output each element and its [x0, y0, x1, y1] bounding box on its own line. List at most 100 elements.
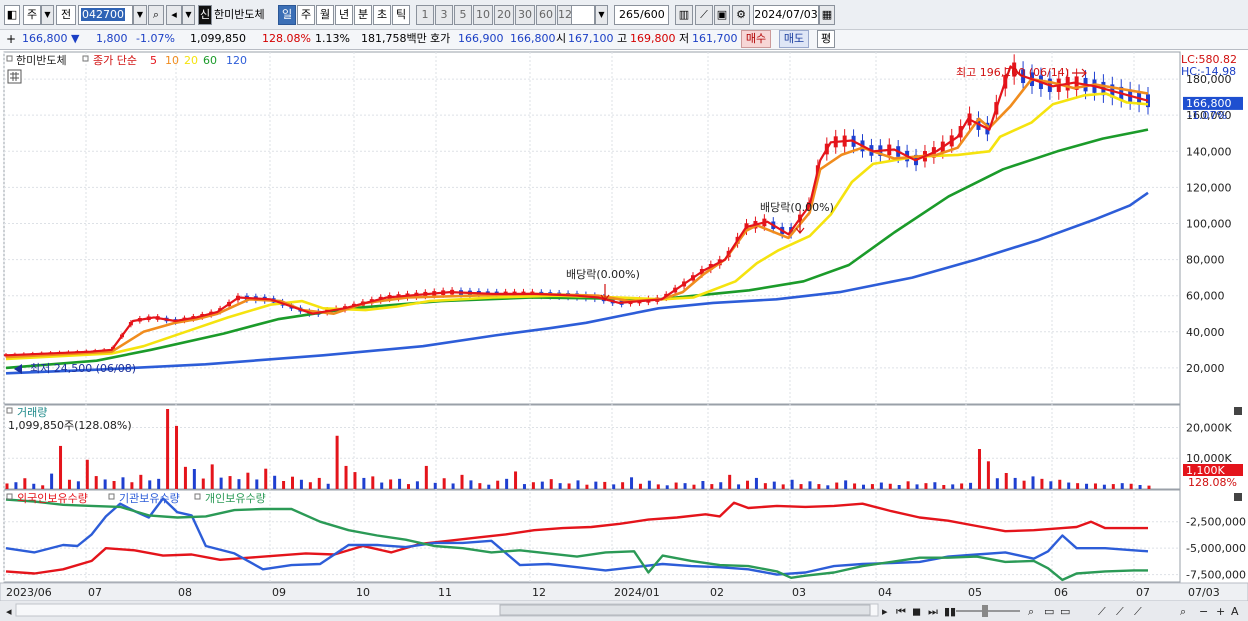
interval-dropdown-icon[interactable]: ▼: [595, 5, 608, 25]
volume-current-tag: 1,100K: [1186, 464, 1225, 477]
volume-bar: [897, 485, 901, 489]
chart-svg[interactable]: 2023/06 07 08 09 10 11 12 2024/01 02 03 04 05 06 07 07…: [0, 50, 1248, 621]
bar-count-field[interactable]: 265/600: [614, 5, 669, 25]
volume-bar: [273, 475, 277, 489]
stock-code-input[interactable]: 042700: [78, 5, 133, 25]
search-icon[interactable]: ⌕: [148, 5, 164, 25]
volume-bar: [540, 481, 544, 489]
price-tick-label: 100,000: [1186, 217, 1232, 230]
interval-button-1[interactable]: 1: [416, 5, 434, 25]
volume-bar: [130, 482, 134, 489]
draw-tool-icon[interactable]: ⟋: [695, 5, 713, 25]
price-tick-label: 80,000: [1186, 254, 1225, 267]
volume-bar: [522, 484, 526, 489]
period-tab-0[interactable]: 일: [278, 5, 296, 25]
volume-bar: [1031, 476, 1035, 489]
x-tick-label: 06: [1054, 586, 1068, 599]
period-tab-2[interactable]: 월: [316, 5, 334, 25]
open-label: 시: [556, 32, 567, 45]
settings-gear-icon[interactable]: ⚙: [732, 5, 750, 25]
buy-button[interactable]: 매수: [741, 30, 771, 48]
volume-bar: [496, 480, 500, 489]
interval-custom-input[interactable]: [571, 5, 595, 25]
volume-bar: [960, 483, 964, 489]
sell-button[interactable]: 매도: [779, 30, 809, 48]
period-tab-3[interactable]: 년: [335, 5, 353, 25]
bottom-toolbar-icon-5: ▮▮: [944, 605, 956, 618]
volume-bar: [1013, 477, 1017, 489]
volume-bar: [192, 469, 196, 489]
volume-bar: [817, 484, 821, 489]
legend-bullet-icon: [6, 493, 13, 500]
date-input[interactable]: 2024/07/03: [753, 5, 819, 25]
volume-bar: [763, 483, 767, 489]
scrollbar-thumb: [499, 604, 871, 616]
volume-value-label: 1,099,850주(128.08%): [8, 419, 132, 432]
period-tab-5[interactable]: 초: [373, 5, 391, 25]
interval-button-5[interactable]: 5: [454, 5, 472, 25]
bar-count-total: /600: [640, 8, 665, 21]
market-select[interactable]: 주: [23, 5, 41, 25]
candle-type-icon[interactable]: ▥: [675, 5, 693, 25]
period-tab-1[interactable]: 주: [297, 5, 315, 25]
save-icon[interactable]: ▣: [714, 5, 730, 25]
price-tick-label: 160,000: [1186, 109, 1232, 122]
stock-code-value: 042700: [81, 8, 125, 21]
volume-bar: [148, 480, 152, 489]
volume-bar: [808, 481, 812, 489]
volume-bar: [299, 479, 303, 489]
volume-bar: [237, 479, 241, 489]
volume-bar: [1004, 473, 1008, 489]
volume-bar: [183, 466, 187, 489]
current-price-box: [1183, 96, 1243, 110]
volume-bar: [1138, 485, 1142, 489]
volume-bar: [67, 479, 71, 489]
speaker-dropdown-icon[interactable]: ▼: [182, 5, 195, 25]
market-dropdown-icon[interactable]: ▼: [41, 5, 54, 25]
x-tick-label: 07: [88, 586, 102, 599]
volume-bar: [487, 484, 491, 489]
holding-series-1: [5, 497, 1149, 576]
volume-bar: [647, 480, 651, 489]
volume-bar: [451, 483, 455, 489]
volume-bar: [558, 483, 562, 489]
volume-bar: [835, 482, 839, 489]
low-price: 161,700: [692, 32, 738, 45]
interval-button-60[interactable]: 60: [536, 5, 556, 25]
calendar-icon[interactable]: ▦: [819, 5, 835, 25]
speaker-icon[interactable]: ◂: [166, 5, 182, 25]
code-dropdown-icon[interactable]: ▼: [133, 5, 147, 25]
ma-legend-period-10: 10: [165, 54, 179, 67]
volume-bar: [790, 479, 794, 489]
volume-bar: [94, 476, 98, 489]
volume-bar: [879, 482, 883, 489]
interval-button-30[interactable]: 30: [515, 5, 535, 25]
prev-button[interactable]: 전: [56, 5, 76, 25]
volume-bar: [308, 482, 312, 489]
interval-button-3[interactable]: 3: [435, 5, 453, 25]
window-menu-icon[interactable]: ◧: [4, 5, 20, 25]
eval-button[interactable]: 평: [817, 30, 835, 48]
current-price: 166,800 ▼: [22, 32, 80, 45]
volume-tick-label: 20,000K: [1186, 421, 1232, 434]
volume-bar: [50, 473, 54, 489]
dividend-arrow-icon-2: [795, 217, 805, 234]
bottom-toolbar-icon-2: ⏮: [896, 605, 906, 618]
volume-bar: [469, 480, 473, 489]
quote-expand-icon[interactable]: +: [6, 32, 17, 46]
price-tick-label: 60,000: [1186, 290, 1225, 303]
hc-label: HC:-14.98: [1181, 65, 1236, 78]
volume-bar: [995, 478, 999, 489]
quote-bar: + 166,800 ▼ 1,800 -1.07% 1,099,850 128.0…: [0, 30, 1248, 50]
interval-button-10[interactable]: 10: [473, 5, 493, 25]
volume-close-icon: [1234, 407, 1242, 415]
volume-bar: [255, 479, 259, 489]
volume-bar: [1049, 481, 1053, 489]
interval-button-20[interactable]: 20: [494, 5, 514, 25]
volume-bar: [264, 468, 268, 489]
volume-bar: [576, 480, 580, 489]
volume-bar: [166, 409, 170, 489]
period-tab-4[interactable]: 분: [354, 5, 372, 25]
period-tab-6[interactable]: 틱: [392, 5, 410, 25]
volume-bar: [398, 478, 402, 489]
